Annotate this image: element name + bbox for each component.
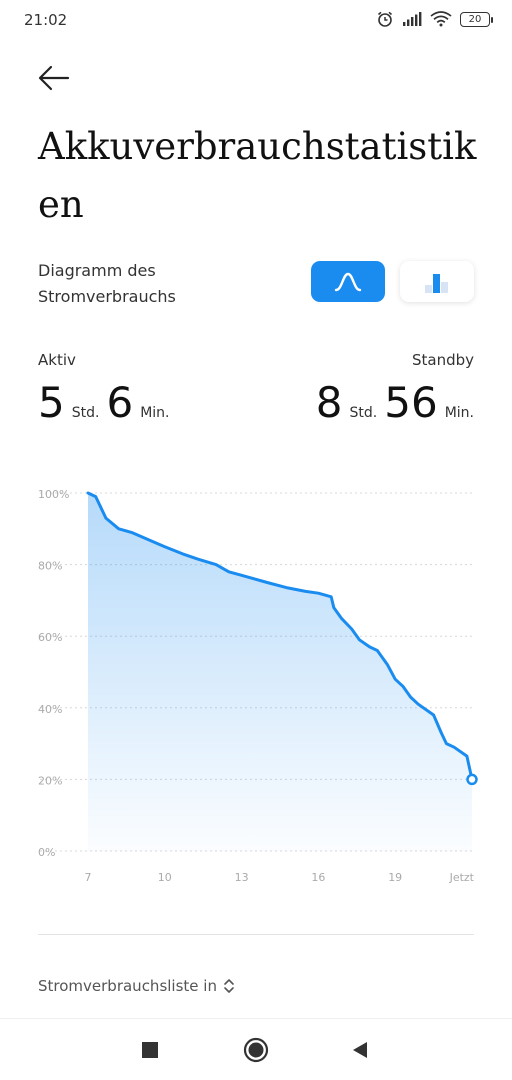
x-tick-label: 16: [311, 871, 325, 884]
diagram-type-label: Diagramm des Stromverbrauchs: [38, 261, 176, 306]
back-triangle-icon: [353, 1042, 367, 1058]
bar-chart-toggle[interactable]: [400, 261, 474, 302]
navigation-bar: [0, 1018, 512, 1080]
back-nav-button[interactable]: [347, 1037, 373, 1063]
bar-chart-icon: [425, 273, 448, 293]
line-chart-icon: [334, 272, 362, 291]
standby-minutes-unit: Min.: [444, 405, 474, 421]
alarm-icon: [377, 11, 393, 27]
power-list-label: Stromverbrauchsliste in: [38, 977, 217, 995]
chevron-up-down-icon: [224, 979, 234, 993]
recents-square-icon: [142, 1042, 158, 1058]
y-tick-label: 100%: [38, 488, 69, 501]
x-tick-label: 19: [388, 871, 402, 884]
battery-usage-chart[interactable]: 100% 80% 60% 40% 20% 0% 7 10 13 16 19 Jetzt: [0, 470, 512, 890]
x-tick-label: 10: [158, 871, 172, 884]
home-button[interactable]: [243, 1037, 269, 1063]
y-tick-label: 60%: [38, 631, 62, 644]
status-time: 21:02: [24, 11, 68, 29]
standby-minutes: 56: [384, 378, 438, 427]
active-hours-unit: Std.: [71, 405, 100, 421]
y-tick-label: 80%: [38, 560, 62, 573]
page-title: Akkuverbrauchstatistiken: [38, 125, 477, 226]
battery-icon: 20: [460, 11, 493, 27]
standby-hours-unit: Std.: [349, 405, 378, 421]
active-label: Aktiv: [38, 351, 76, 369]
active-duration: 5 Std. 6 Min.: [38, 378, 169, 427]
battery-level: 20: [468, 13, 482, 25]
x-tick-label: 13: [235, 871, 249, 884]
wifi-icon: [430, 11, 452, 27]
y-tick-label: 40%: [38, 703, 62, 716]
active-minutes-unit: Min.: [140, 405, 170, 421]
active-minutes: 6: [106, 378, 134, 427]
status-icons: 20: [376, 10, 493, 28]
signal-icon: [403, 12, 422, 26]
status-bar: 21:02 20: [0, 0, 512, 40]
recents-button[interactable]: [137, 1037, 163, 1063]
power-list-toggle[interactable]: Stromverbrauchsliste in: [38, 977, 235, 995]
y-tick-label: 0%: [38, 846, 55, 859]
active-hours: 5: [38, 378, 65, 427]
arrow-left-icon: [38, 65, 70, 91]
standby-duration: 8 Std. 56 Min.: [316, 378, 474, 427]
divider: [38, 934, 474, 935]
back-button[interactable]: [34, 60, 74, 96]
series-area: [88, 493, 472, 851]
y-tick-label: 20%: [38, 774, 62, 787]
line-chart-toggle[interactable]: [311, 261, 385, 302]
current-point-marker: [466, 773, 478, 786]
home-circle-icon: [243, 1037, 269, 1063]
x-tick-label: 7: [85, 871, 92, 884]
series-line: [86, 491, 474, 781]
x-tick-label: Jetzt: [449, 871, 475, 884]
standby-hours: 8: [315, 378, 343, 427]
standby-label: Standby: [411, 351, 474, 369]
